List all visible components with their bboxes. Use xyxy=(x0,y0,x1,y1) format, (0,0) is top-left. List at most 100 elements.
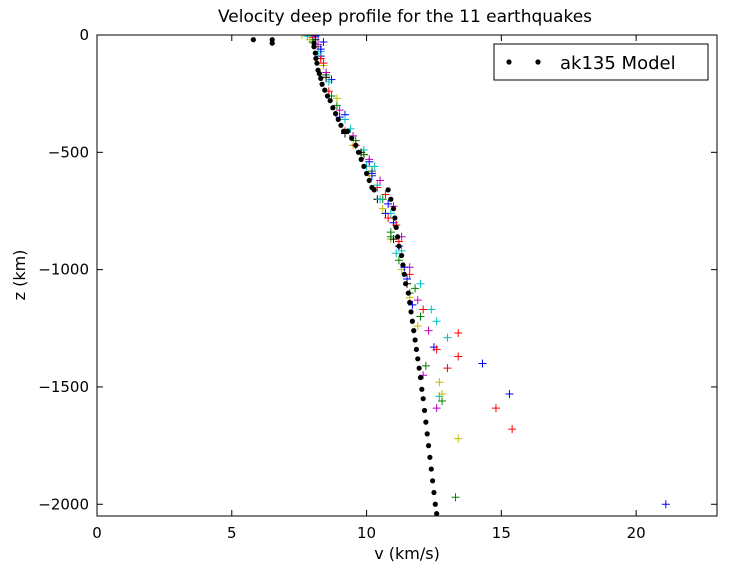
model-data-point xyxy=(403,281,409,287)
model-data-point xyxy=(434,511,440,516)
model-data-point xyxy=(313,55,319,62)
earthquake-plus-marker xyxy=(438,397,447,406)
model-data-point xyxy=(423,419,429,425)
earthquake-plus-marker xyxy=(427,305,436,314)
plot-area xyxy=(250,35,670,516)
model-data-point xyxy=(431,489,437,496)
earthquake-plus-marker xyxy=(384,199,393,208)
earthquake-plus-marker xyxy=(314,35,323,39)
model-data-point xyxy=(412,337,418,343)
axis-ticks: 0 5 10 15 20 0 −500 −1000 −1500 −2000 xyxy=(38,26,717,542)
earthquake-plus-marker xyxy=(376,195,385,204)
y-tick-label: −1000 xyxy=(38,261,89,279)
model-data-point xyxy=(392,215,398,221)
model-data-point xyxy=(417,374,424,381)
plot-frame xyxy=(96,34,718,517)
x-tick-label: 10 xyxy=(357,524,376,542)
earthquake-plus-marker xyxy=(454,328,463,337)
earthquake-plus-marker xyxy=(367,169,376,178)
earthquake-plus-marker xyxy=(443,364,452,373)
earthquake-plus-marker xyxy=(365,155,374,164)
model-data-point xyxy=(385,187,391,193)
earthquake-plus-marker xyxy=(319,59,328,68)
model-data-point xyxy=(349,135,355,141)
earthquake-plus-marker xyxy=(297,35,306,39)
model-data-point xyxy=(421,407,428,414)
earthquake-plus-marker xyxy=(335,106,344,115)
earthquake-plus-marker xyxy=(454,434,463,443)
earthquake-plus-marker xyxy=(359,150,368,159)
y-tick-label: −1500 xyxy=(38,378,89,396)
earthquake-plus-marker xyxy=(394,256,403,265)
earthquake-plus-marker xyxy=(432,404,441,413)
earthquake-plus-marker xyxy=(451,493,460,502)
earthquake-plus-marker xyxy=(411,284,420,293)
model-data-point xyxy=(401,271,407,277)
model-data-point xyxy=(425,443,432,449)
model-data-point xyxy=(366,177,372,184)
y-axis-label: z (km) xyxy=(10,250,29,301)
model-data-point xyxy=(371,187,377,193)
earthquake-plus-marker xyxy=(376,176,385,185)
earthquake-plus-marker xyxy=(508,425,517,434)
earthquake-plus-marker xyxy=(319,38,328,47)
model-data-point xyxy=(415,356,421,362)
model-data-point xyxy=(363,170,370,177)
model-data-point xyxy=(332,111,339,117)
earthquake-plus-marker xyxy=(322,73,331,82)
model-data-point xyxy=(424,431,430,437)
earthquake-plus-marker xyxy=(384,214,393,223)
model-data-point xyxy=(319,81,325,87)
model-data-point xyxy=(358,156,364,162)
earthquake-plus-marker xyxy=(308,35,317,39)
model-data-point xyxy=(361,163,367,169)
earthquake-plus-marker xyxy=(392,249,401,258)
model-data-point xyxy=(407,299,413,306)
model-data-point xyxy=(318,75,324,82)
earthquake-plus-marker xyxy=(413,296,422,305)
earthquake-plus-marker xyxy=(438,389,447,398)
x-tick-label: 20 xyxy=(627,524,646,542)
model-data-point xyxy=(430,478,436,484)
model-data-point xyxy=(250,37,256,43)
model-data-point xyxy=(420,396,426,402)
model-data-point xyxy=(338,122,344,128)
earthquake-plus-marker xyxy=(491,404,500,413)
earthquake-plus-marker xyxy=(435,378,444,387)
legend-box xyxy=(493,43,709,81)
x-tick-label: 5 xyxy=(227,524,237,542)
model-data-point xyxy=(390,206,397,212)
earthquake-plus-marker xyxy=(381,209,390,218)
legend-marker-dot xyxy=(535,59,541,65)
earthquake-plus-marker xyxy=(478,359,487,368)
model-data-point xyxy=(408,309,414,315)
earthquake-plus-marker xyxy=(332,101,341,110)
earthquake-plus-marker xyxy=(432,317,441,326)
model-data-point xyxy=(355,149,362,155)
earthquake-plus-marker xyxy=(405,270,414,279)
earthquake-plus-marker xyxy=(316,45,325,54)
earthquake-plus-marker xyxy=(386,232,395,241)
model-data-point xyxy=(409,318,415,324)
earthquake-plus-marker xyxy=(432,345,441,354)
model-data-point xyxy=(393,224,399,230)
y-tick-label: −500 xyxy=(48,143,89,161)
chart-title: Velocity deep profile for the 11 earthqu… xyxy=(218,7,592,27)
earthquake-plus-marker xyxy=(332,94,341,103)
legend-label: ak135 Model xyxy=(560,53,676,74)
earthquake-plus-marker xyxy=(443,333,452,342)
model-data-point xyxy=(324,93,331,99)
y-tick-label: 0 xyxy=(79,26,89,44)
x-tick-label: 0 xyxy=(92,524,102,542)
model-data-point xyxy=(330,105,336,111)
earthquake-plus-marker xyxy=(378,204,387,213)
earthquake-plus-marker xyxy=(424,326,433,335)
x-tick-label: 15 xyxy=(492,524,511,542)
model-data-point xyxy=(394,234,401,240)
model-data-point xyxy=(413,346,420,353)
model-data-point xyxy=(335,116,341,123)
earthquake-plus-marker xyxy=(341,115,349,124)
earthquake-plus-marker xyxy=(370,162,379,171)
legend-marker-dot xyxy=(506,59,512,65)
